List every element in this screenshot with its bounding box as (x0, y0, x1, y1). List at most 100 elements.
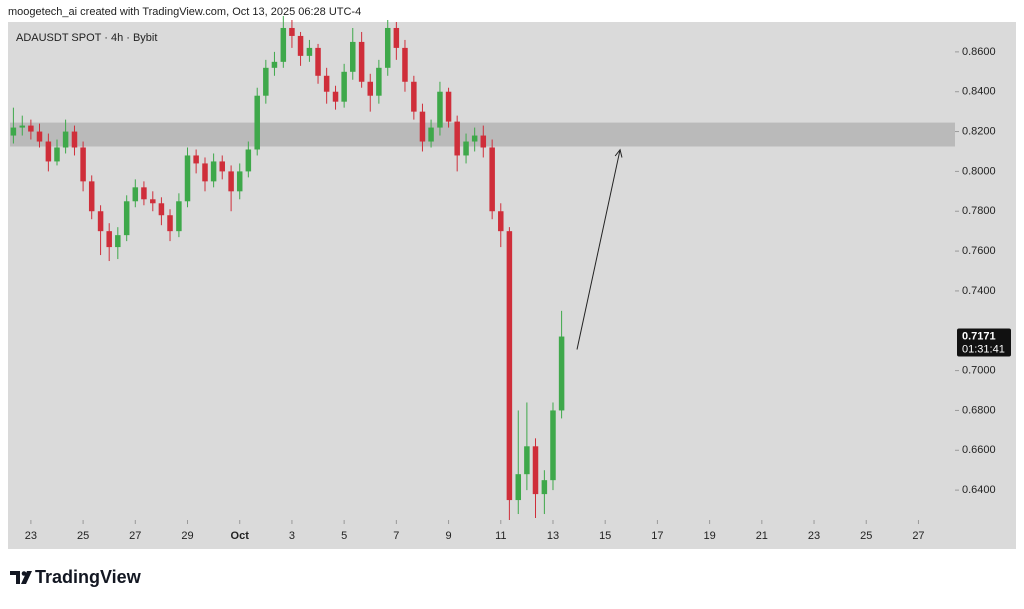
candle-body (228, 171, 234, 192)
candle-body (541, 480, 548, 495)
y-tick-label: 0.8200 (962, 125, 996, 137)
candle-body (437, 91, 443, 128)
x-tick-label: 25 (860, 530, 872, 542)
x-tick-label: 25 (77, 530, 89, 542)
candle-body (263, 67, 269, 96)
x-tick-label: 7 (393, 530, 399, 542)
candle-body (80, 147, 86, 182)
candle-body (297, 35, 304, 56)
candle-body (36, 131, 43, 142)
candle-body (123, 201, 130, 236)
candle-body (71, 131, 78, 148)
candle-body (88, 181, 95, 212)
candle-body (306, 47, 313, 56)
candle-body (28, 125, 34, 132)
symbol-title: ADAUSDT SPOT · 4h · Bybit (16, 32, 157, 44)
x-tick-label: 15 (599, 530, 611, 542)
candle-body (132, 187, 139, 202)
x-tick-label: 21 (756, 530, 768, 542)
x-tick-label: 29 (181, 530, 193, 542)
y-tick-label: 0.8600 (962, 46, 996, 58)
price-zone (10, 122, 955, 147)
candle-body (280, 27, 287, 62)
candle-body (158, 203, 165, 216)
header: moogetech_ai created with TradingView.co… (8, 6, 361, 18)
candle-body (332, 91, 339, 102)
arrow-head (614, 148, 623, 158)
candle-body (524, 446, 530, 475)
candle-body (184, 155, 191, 202)
candle-body (106, 231, 112, 248)
candle-body (176, 201, 182, 232)
x-tick-label: 23 (808, 530, 820, 542)
price-tag (957, 328, 1011, 357)
x-tick-label: 9 (446, 530, 452, 542)
candle-body (54, 147, 60, 162)
x-tick-label: Oct (231, 530, 250, 542)
y-tick-label: 0.6800 (962, 404, 996, 416)
candle-body (341, 71, 347, 102)
candle-body (271, 61, 278, 68)
candle-body (167, 215, 173, 232)
candle-body (323, 75, 330, 92)
candle-body (97, 211, 104, 232)
candle-body (19, 125, 26, 128)
candle-body (454, 121, 460, 156)
candle-body (193, 155, 199, 164)
x-tick-label: 11 (495, 530, 506, 542)
candle-body (445, 91, 452, 122)
y-tick-label: 0.8000 (962, 165, 996, 177)
y-tick-label: 0.6400 (962, 484, 996, 496)
candle-body (384, 27, 391, 68)
candle-body (115, 235, 121, 248)
candle-body (202, 163, 208, 182)
y-tick-label: 0.8400 (962, 86, 996, 98)
candle-body (10, 127, 17, 136)
candle-body (471, 135, 478, 142)
candle-body (402, 47, 408, 82)
candle-body (236, 171, 243, 192)
y-tick-label: 0.7000 (962, 365, 996, 377)
candle-body (45, 141, 52, 162)
candle-body (62, 131, 69, 148)
candle-body (515, 474, 522, 501)
x-tick-label: 27 (129, 530, 141, 542)
brand: TradingView (35, 567, 142, 587)
candle-body (141, 187, 147, 200)
candle-body (289, 27, 295, 36)
candle-body (376, 67, 382, 96)
candle-body (150, 199, 156, 204)
candle-body (350, 41, 356, 72)
x-tick-label: 19 (703, 530, 715, 542)
candle-body (498, 211, 504, 232)
arrow-line (576, 149, 621, 350)
x-tick-label: 23 (25, 530, 37, 542)
candle-body (367, 81, 374, 96)
candle-body (245, 149, 252, 172)
candle-body (463, 141, 469, 156)
y-tick-label: 0.7800 (962, 205, 996, 217)
x-tick-label: 13 (547, 530, 559, 542)
candle-body (419, 111, 426, 142)
candle-body (480, 135, 487, 148)
candle-body (532, 446, 539, 495)
candle-body (393, 27, 400, 48)
candle-body (506, 231, 513, 501)
candle-body (315, 47, 321, 76)
candle-body (428, 127, 434, 142)
candle-body (558, 336, 565, 411)
y-tick-label: 0.7400 (962, 285, 996, 297)
candle-body (219, 161, 225, 172)
x-tick-label: 27 (912, 530, 924, 542)
candle-body (489, 147, 495, 212)
brand-logo (10, 571, 32, 584)
x-tick-label: 5 (341, 530, 347, 542)
candle-body (411, 81, 417, 112)
candle-body (254, 95, 260, 150)
x-tick-label: 3 (289, 530, 295, 542)
y-tick-label: 0.7600 (962, 245, 996, 257)
candle-body (358, 41, 365, 82)
candle-body (210, 161, 217, 182)
